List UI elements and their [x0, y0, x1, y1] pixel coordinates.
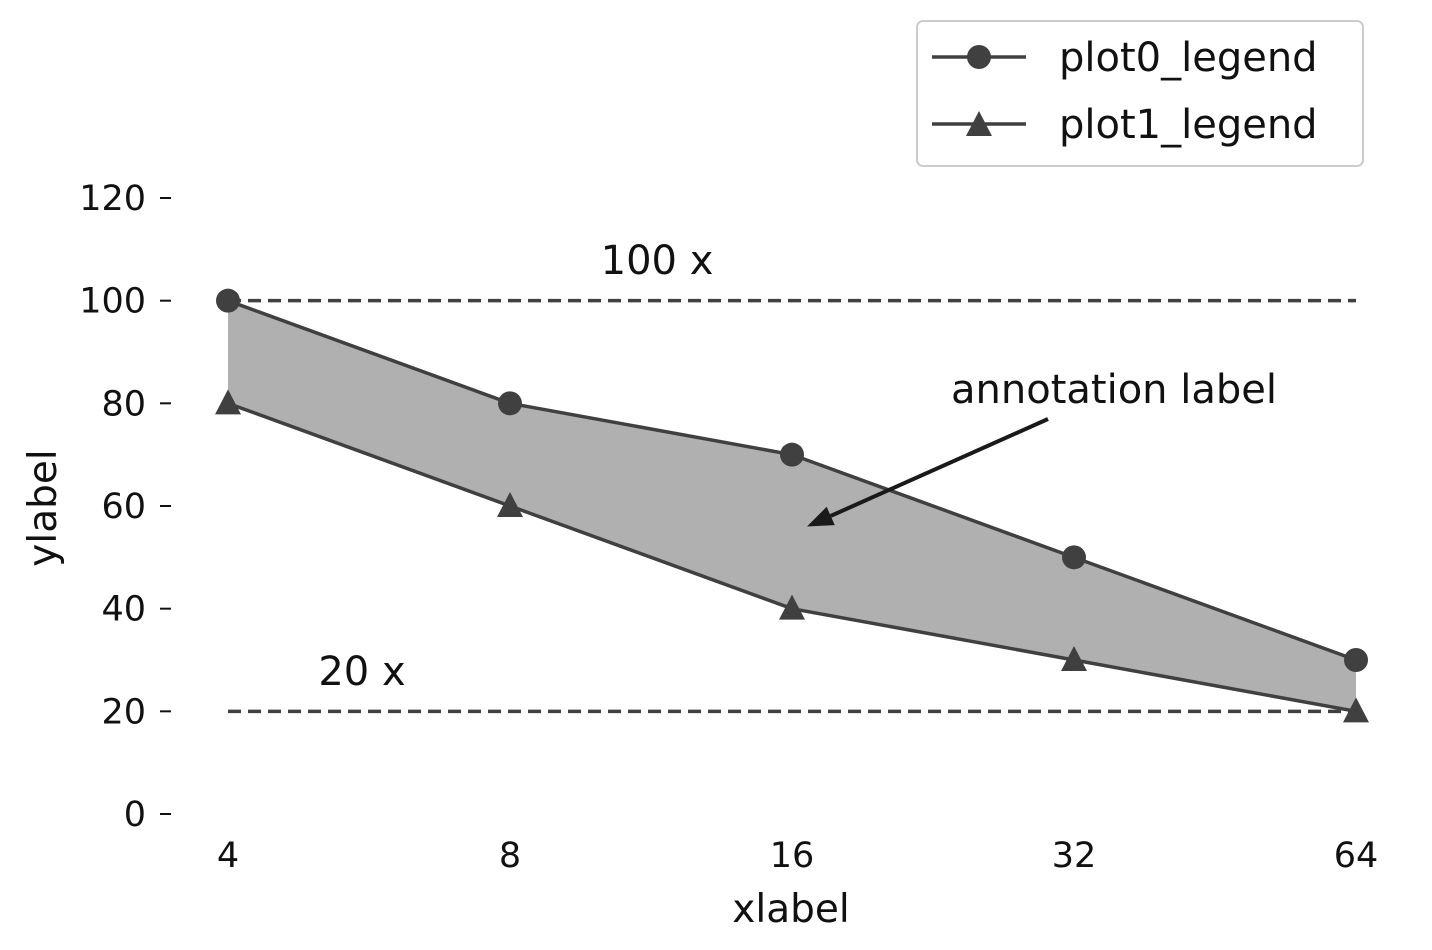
y-tick-label-0: 0	[124, 795, 146, 835]
x-tick-label-4: 4	[217, 836, 239, 876]
y-tick-label-60: 60	[101, 487, 146, 527]
legend-frame	[916, 20, 1364, 167]
reference-label-100: 100 x	[601, 238, 714, 284]
fill-between-area	[228, 300, 1356, 712]
y-tick-label-120: 120	[79, 179, 146, 219]
legend: plot0_legend plot1_legend	[916, 20, 1364, 167]
legend-entry-plot0: plot0_legend	[932, 35, 1318, 81]
x-tick-label-64: 64	[1334, 836, 1379, 876]
x-tick-label-32: 32	[1052, 836, 1097, 876]
x-tick-label-16: 16	[770, 836, 815, 876]
data-point-0-2	[780, 442, 804, 467]
fill-between-polygon	[228, 300, 1356, 712]
y-tick-label-80: 80	[101, 384, 146, 424]
legend-marker-triangle	[966, 111, 992, 136]
data-point-1-3	[1061, 646, 1087, 671]
data-point-0-4	[1344, 648, 1368, 672]
data-point-0-1	[498, 391, 522, 416]
data-point-1-1	[497, 492, 523, 517]
y-tick-label-40: 40	[101, 590, 146, 630]
reference-lines: 100 x 20 x	[228, 238, 1356, 714]
legend-label-plot0: plot0_legend	[1059, 35, 1318, 81]
reference-label-20: 20 x	[318, 649, 405, 695]
y-tick-label-100: 100	[79, 282, 146, 322]
legend-label-plot1: plot1_legend	[1059, 102, 1318, 148]
annotation: annotation label	[806, 367, 1277, 527]
data-point-1-0	[215, 389, 241, 415]
y-tick-label-20: 20	[101, 692, 146, 732]
x-axis-label: xlabel	[732, 887, 849, 932]
data-point-1-4	[1343, 697, 1369, 723]
x-tick-label-8: 8	[499, 836, 521, 876]
y-axis: 0 20 40 60 80 100 120	[79, 179, 171, 835]
legend-entry-plot1: plot1_legend	[932, 102, 1318, 148]
annotation-arrowhead	[806, 506, 835, 527]
annotation-label: annotation label	[951, 367, 1277, 413]
data-point-0-3	[1062, 545, 1086, 570]
data-point-0-0	[216, 288, 240, 313]
legend-marker-circle	[967, 45, 991, 69]
annotation-arrow-shaft	[829, 417, 1049, 518]
data-point-1-2	[779, 594, 805, 620]
y-axis-label: ylabel	[21, 449, 66, 566]
series-lines	[215, 288, 1369, 723]
x-axis: 4 8 16 32 64	[217, 836, 1378, 876]
